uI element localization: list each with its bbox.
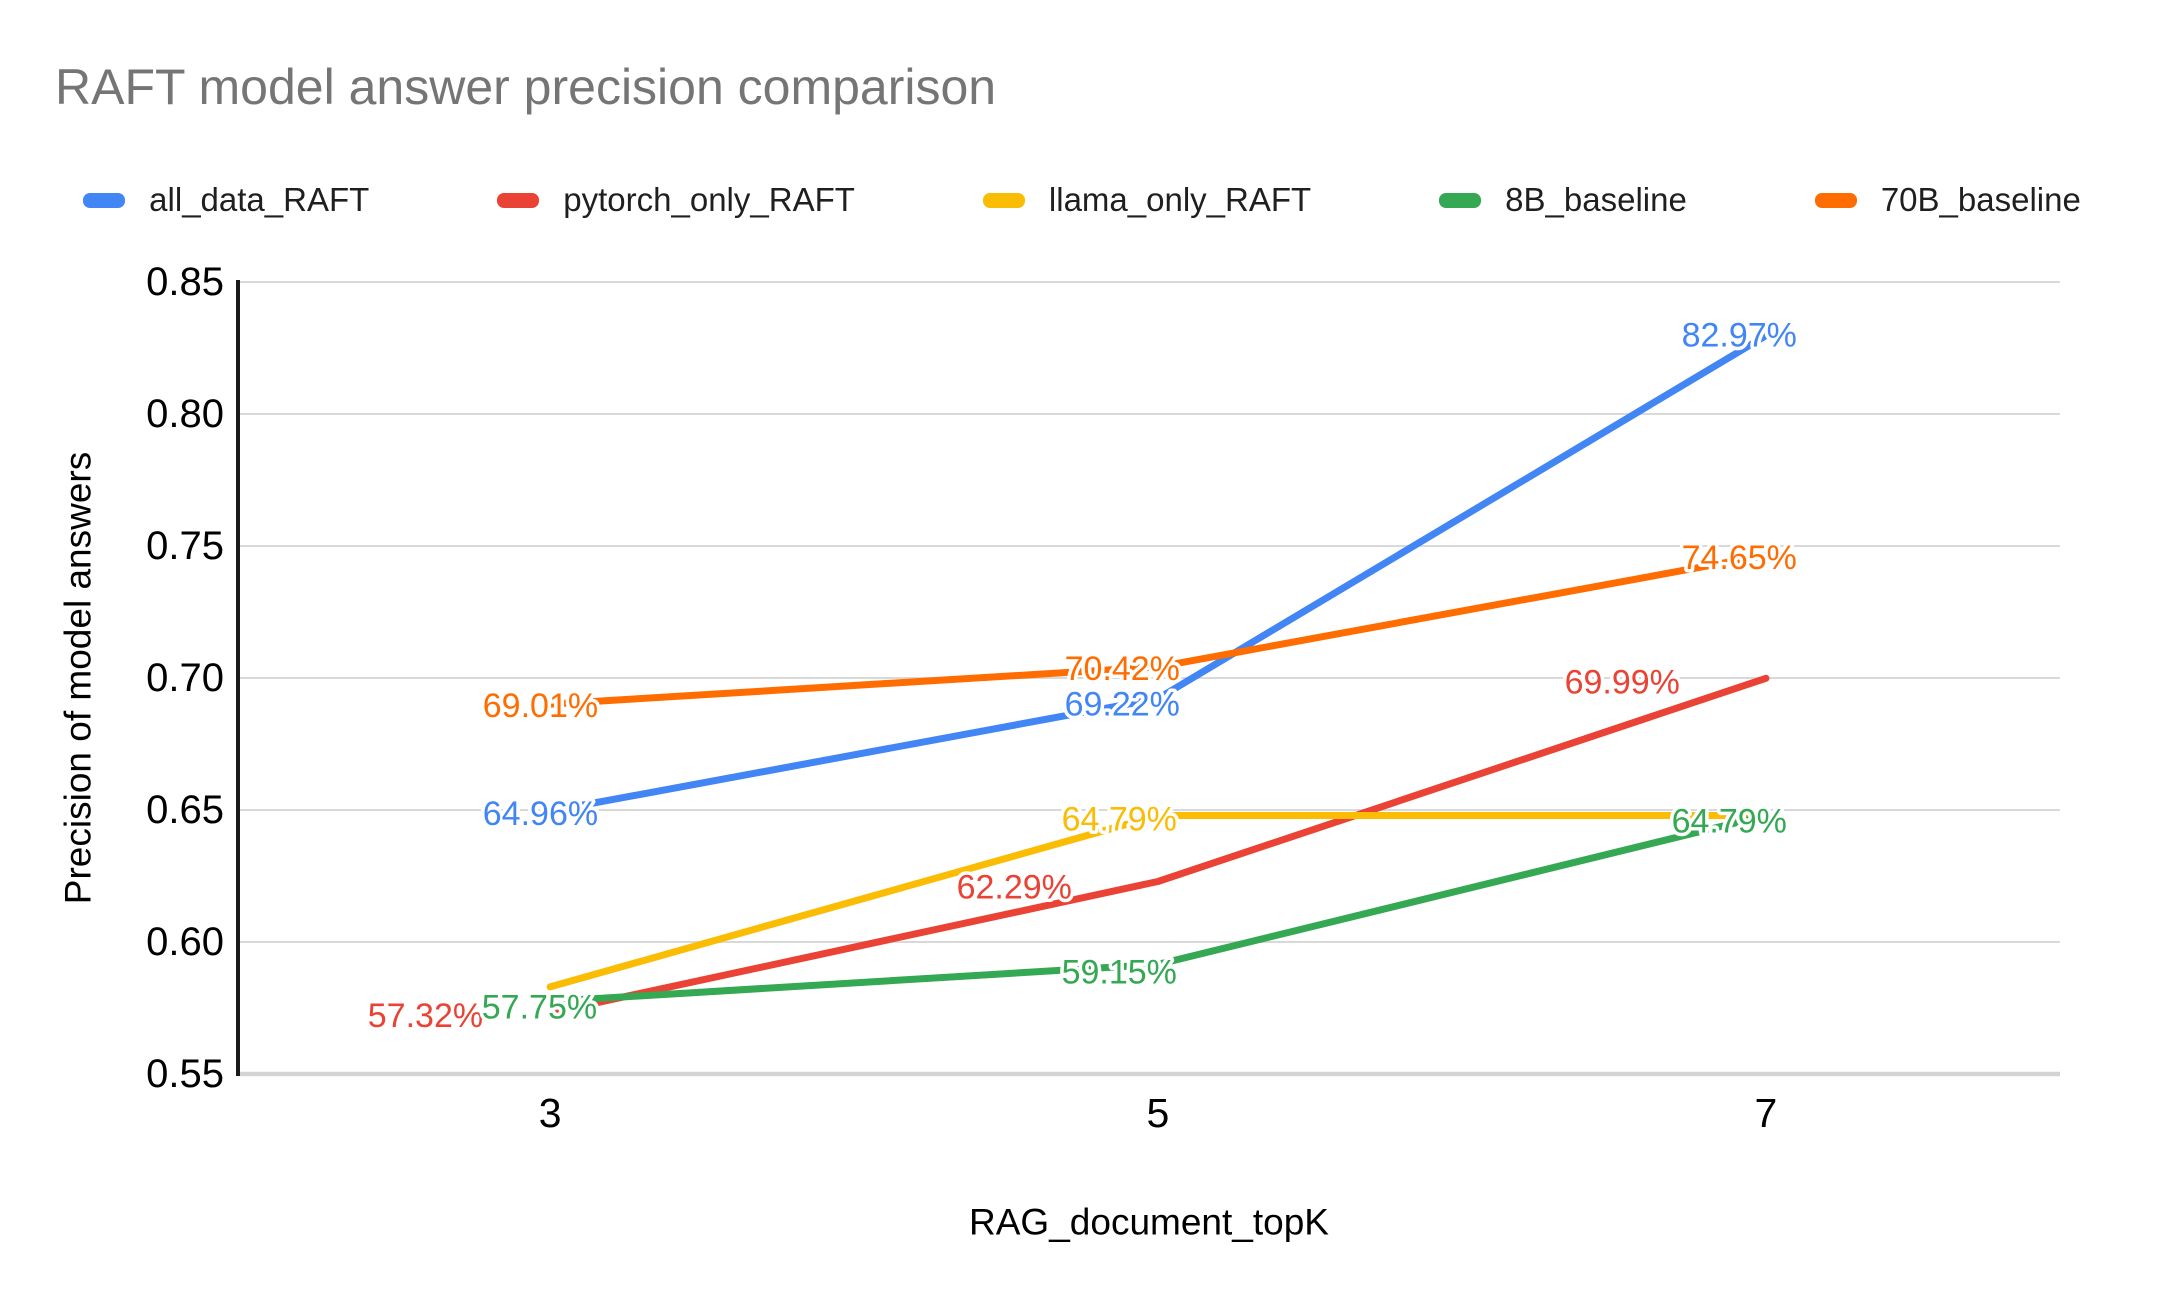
series-line-all_data_RAFT: [546, 332, 1770, 815]
legend-label: all_data_RAFT: [149, 181, 370, 218]
legend-item-70b-baseline: 70B_baseline: [1814, 181, 2081, 219]
data-label-pytorch_only_RAFT: 69.99%: [1565, 663, 1680, 701]
legend-swatch-all-data-raft: [83, 192, 126, 208]
legend-item-all-data-raft: all_data_RAFT: [83, 181, 369, 219]
legend-swatch-llama-only-raft: [982, 192, 1025, 208]
legend: all_data_RAFT pytorch_only_RAFT llama_on…: [0, 178, 2164, 222]
y-tick-label: 0.75: [146, 524, 224, 568]
data-label-8B_baseline: 57.75%: [482, 988, 597, 1026]
series-line-llama_only_RAFT: [546, 812, 1770, 991]
data-label-all_data_RAFT: 69.22%: [1065, 686, 1180, 724]
x-axis-title: RAG_document_topK: [969, 1202, 1329, 1243]
data-label-70B_baseline: 74.65%: [1682, 539, 1797, 577]
y-axis-title: Precision of model answers: [58, 452, 99, 904]
y-tick-label: 0.85: [146, 260, 224, 304]
legend-label: 70B_baseline: [1880, 181, 2081, 218]
legend-label: 8B_baseline: [1505, 181, 1687, 218]
legend-swatch-pytorch-only-raft: [497, 192, 540, 208]
data-label-pytorch_only_RAFT: 62.29%: [957, 869, 1072, 907]
data-label-pytorch_only_RAFT: 57.32%: [368, 997, 483, 1035]
y-tick-label: 0.55: [146, 1052, 224, 1096]
data-label-llama_only_RAFT: 64.79%: [1062, 801, 1177, 839]
y-tick-label: 0.60: [146, 920, 224, 964]
x-tick-label: 3: [539, 1090, 562, 1136]
legend-label: llama_only_RAFT: [1048, 181, 1312, 218]
data-labels: 64.96% 69.22% 82.97% 57.32% 62.29% 69.99% 64.7…: [364, 313, 1800, 1038]
series-lines: [546, 332, 1770, 1017]
data-label-all_data_RAFT: 64.96%: [483, 795, 598, 833]
data-label-8B_baseline: 64.79%: [1672, 803, 1787, 841]
legend-swatch-70b-baseline: [1814, 192, 1857, 208]
chart-title: RAFT model answer precision comparison: [55, 59, 997, 115]
y-tick-label: 0.65: [146, 788, 224, 832]
y-tick-label: 0.70: [146, 656, 224, 700]
legend-swatch-8b-baseline: [1439, 192, 1482, 208]
series-line-8B_baseline: [546, 812, 1770, 1005]
legend-item-llama-only-raft: llama_only_RAFT: [982, 181, 1312, 219]
series-line-pytorch_only_RAFT: [546, 674, 1770, 1017]
legend-item-pytorch-only-raft: pytorch_only_RAFT: [497, 181, 855, 219]
data-label-70B_baseline: 69.01%: [483, 687, 598, 725]
data-label-70B_baseline: 70.42%: [1065, 650, 1180, 688]
data-label-8B_baseline: 59.15%: [1062, 953, 1177, 991]
x-tick-label: 5: [1147, 1090, 1170, 1136]
x-tick-label: 7: [1755, 1090, 1778, 1136]
tick-labels: 0.85 0.80 0.75 0.70 0.65 0.60 0.55 3 5 7: [146, 260, 1777, 1136]
legend-item-8b-baseline: 8B_baseline: [1439, 181, 1687, 219]
series-line-70B_baseline: [546, 551, 1770, 708]
data-label-all_data_RAFT: 82.97%: [1682, 317, 1797, 355]
legend-label: pytorch_only_RAFT: [563, 181, 855, 218]
y-tick-label: 0.80: [146, 392, 224, 436]
